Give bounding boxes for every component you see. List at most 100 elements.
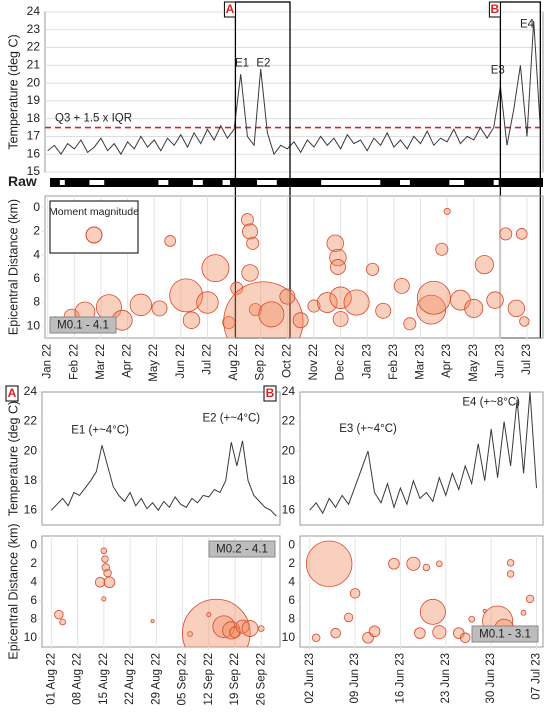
event-bubble: [54, 609, 64, 620]
y-tick-label: 24: [27, 4, 41, 18]
event-bubble: [422, 563, 431, 572]
y-tick-label: 6: [33, 271, 40, 285]
y-tick-label: 23: [27, 22, 41, 36]
event-bubble: [101, 596, 107, 602]
x-tick-label: 07 Jul 23: [531, 653, 543, 700]
x-tick-label: Mar 23: [415, 344, 427, 380]
range-label: M0.2 - 4.1: [216, 544, 268, 556]
event-window: [499, 1, 541, 339]
y-tick-label: 0: [288, 537, 295, 551]
x-tick-label: 05 Sep 22: [177, 653, 189, 705]
window-label-box: [488, 1, 501, 18]
event-bubble: [240, 213, 254, 227]
x-tick-label: Oct 22: [281, 344, 293, 378]
bubbles: [305, 540, 535, 644]
event-bubble: [432, 625, 447, 640]
event-bubble: [366, 262, 380, 276]
x-tick-label: 08 Aug 22: [72, 653, 84, 705]
event-bubble: [248, 303, 262, 317]
event-bubble: [292, 312, 309, 329]
x-tick-label: 29 Aug 22: [150, 653, 162, 705]
event-bubble: [474, 255, 494, 275]
event-bubble: [103, 568, 112, 578]
event-bubble: [305, 540, 353, 587]
event-bubble: [329, 248, 347, 267]
plot-frame: [299, 535, 544, 648]
legend-symbol: [85, 226, 103, 244]
y-tick-label: 17: [27, 129, 41, 143]
x-tick-label: Jul 22: [201, 344, 213, 375]
event-bubble: [525, 594, 535, 604]
raw-gap: [222, 180, 230, 185]
event-bubble: [435, 242, 449, 256]
event-bubble: [499, 227, 513, 241]
y-tick-label: 6: [288, 593, 295, 607]
temperature-line: [47, 20, 541, 156]
y-tick-label: 22: [27, 40, 41, 54]
event-bubble: [388, 557, 400, 570]
x-tick-label: 02 Jun 23: [304, 653, 316, 704]
event-bubble: [59, 618, 66, 626]
raw-gap: [89, 180, 105, 185]
event-bubble: [229, 626, 241, 638]
y-tick-label: 8: [33, 295, 40, 309]
event-bubble: [223, 281, 304, 338]
range-label-box: [208, 540, 276, 558]
raw-gap: [449, 180, 465, 185]
bubbles: [50, 205, 530, 338]
event-bubble: [101, 555, 109, 563]
y-tick-label: 16: [282, 502, 296, 516]
event-bubble: [486, 291, 504, 309]
event-bubble: [443, 207, 451, 215]
y-axis-title: Temperature (deg C): [6, 34, 20, 149]
y-axis-title: Epicentral Distance (km): [6, 523, 20, 659]
y-tick-label: 10: [27, 318, 41, 332]
y-tick-label: 4: [30, 574, 37, 588]
x-tick-label: Jun 22: [175, 344, 187, 379]
event-annotation: E1 (+~4°C): [71, 424, 129, 436]
y-tick-label: 6: [30, 593, 37, 607]
raw-gap: [59, 180, 65, 185]
event-annotation: E2 (+~4°C): [202, 413, 260, 425]
event-bubble: [206, 612, 212, 618]
event-bubble: [332, 311, 349, 328]
event-bubble: [520, 609, 527, 616]
raw-gap: [158, 180, 169, 185]
event-bubble: [519, 316, 530, 327]
raw-gap: [321, 180, 381, 185]
event-bubble: [482, 608, 487, 613]
y-tick-label: 10: [282, 630, 296, 644]
event-annotation: E4 (+~8°C): [462, 396, 520, 408]
x-tick-label: 22 Aug 22: [124, 653, 136, 705]
y-tick-label: 24: [24, 384, 38, 398]
x-tick-label: 23 Jun 23: [440, 653, 452, 704]
panel-label: A: [8, 386, 17, 400]
event-bubble: [406, 556, 421, 571]
event-bubble: [460, 632, 471, 643]
y-tick-label: 4: [33, 247, 40, 261]
panel-label-box: [263, 385, 277, 402]
x-tick-label: May 22: [148, 344, 160, 382]
event-bubble: [515, 228, 528, 240]
x-tick-label: Sep 22: [255, 344, 267, 380]
event-bubble: [507, 299, 526, 318]
event-bubble: [343, 289, 370, 316]
x-tick-label: 26 Sep 22: [255, 653, 267, 705]
window-label-box: [223, 1, 236, 18]
x-tick-label: Feb 23: [388, 344, 400, 380]
raw-strip: [50, 178, 543, 187]
y-tick-label: 20: [27, 75, 41, 89]
x-tick-label: 30 Jun 23: [485, 653, 497, 704]
event-bubble: [316, 292, 338, 313]
y-tick-label: 16: [27, 146, 41, 160]
plot-frame: [41, 535, 281, 648]
x-tick-label: Jan 22: [42, 344, 54, 379]
y-tick-label: 21: [27, 58, 41, 72]
plot-frame: [44, 195, 544, 339]
event-bubble: [182, 311, 201, 329]
event-annotation: E3 (+~4°C): [339, 423, 397, 435]
panel-label: B: [266, 386, 275, 400]
window-label: B: [491, 2, 500, 16]
threshold-label: Q3 + 1.5 x IQR: [55, 113, 132, 125]
event-bubble: [257, 625, 265, 632]
